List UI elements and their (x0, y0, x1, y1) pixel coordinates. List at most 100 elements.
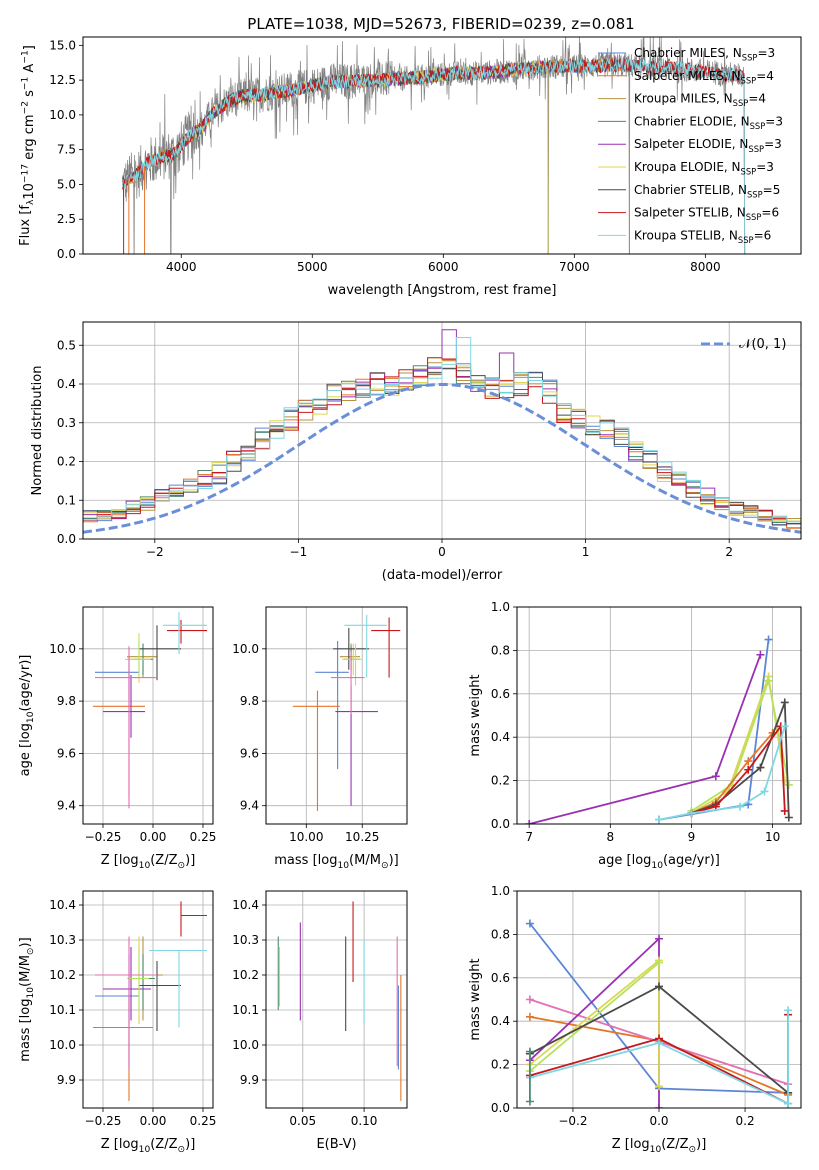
label-part: Salpeter ELODIE, N (634, 137, 748, 151)
errorbar-point (93, 996, 153, 1101)
label-part: (Z/Z (150, 853, 177, 868)
plus-marker (655, 1104, 663, 1108)
y-tick-label: 10.0 (49, 642, 76, 656)
plus-marker (784, 1006, 793, 1015)
y-tick-label: 0.0 (57, 532, 76, 546)
y-axis-label: Flux [fλ10−17 erg cm−2 s−1 A−1] (18, 45, 37, 246)
plus-marker (760, 787, 769, 796)
errorbar-point (180, 901, 207, 937)
plus-marker (655, 934, 663, 943)
y-tick-label: 10.0 (49, 1038, 76, 1052)
x-tick-label: 6000 (428, 260, 459, 274)
y-tick-label: 5.0 (57, 177, 76, 191)
x-tick-label: 0 (438, 545, 446, 559)
y-tick-label: 10.2 (232, 968, 259, 982)
panel-massweight_vs_Z: −0.2 0.0 0.2 0.0 0.2 0.4 0.6 0.8 1.0 Z [log10(Z/Z… (468, 884, 802, 1155)
y-tick-label: 0.5 (57, 338, 76, 352)
y-tick-label: 0.4 (491, 1014, 510, 1028)
y-tick-label: 10.0 (232, 1038, 259, 1052)
plus-marker (744, 765, 753, 774)
x-axis-label: E(B-V) (316, 1137, 356, 1152)
x-axis-label: wavelength [Angstrom, rest frame] (328, 283, 557, 298)
y-tick-label: 0.8 (491, 927, 510, 941)
label-part: SSP (741, 167, 757, 177)
label-part: SSP (733, 98, 749, 108)
y-tick-label: 10.0 (232, 642, 259, 656)
label-part: Salpeter MILES, N (634, 69, 741, 83)
model-spectrum-line (167, 60, 549, 254)
normal-curve (83, 382, 801, 534)
y-tick-label: 9.9 (57, 1073, 76, 1087)
y-tick-label: 9.8 (57, 694, 76, 708)
errorbar-point (335, 685, 378, 806)
x-tick-label: 7000 (559, 260, 590, 274)
x-tick-label: 4000 (166, 260, 197, 274)
label-part: 10 (650, 1145, 662, 1155)
legend-label: Kroupa MILES, NSSP=4 (634, 92, 766, 109)
label-part: 10 (26, 711, 36, 723)
y-tick-label: 9.4 (57, 799, 76, 813)
label-part: =6 (761, 206, 779, 220)
label-part: Kroupa MILES, N (634, 92, 733, 106)
x-tick-label: −0.2 (558, 1114, 587, 1128)
label-part: ⊙ (178, 861, 186, 871)
label-part: (age/yr)] (18, 655, 33, 712)
y-tick-label: 10.1 (49, 1003, 76, 1017)
panel-spectrum: 4000 5000 6000 7000 8000 0.0 2.5 5.0 7.5 10.0 12.5… (18, 36, 802, 298)
histogram-step (83, 357, 801, 524)
x-tick-label: 10.00 (289, 830, 323, 844)
y-tick-label: 7.5 (57, 143, 76, 157)
x-axis-label: Z [log10(Z/Z⊙)] (612, 1137, 707, 1155)
x-axis-label: age [log10(age/yr)] (598, 853, 720, 871)
y-tick-label: 0.8 (491, 643, 510, 657)
y-tick-label: 0.2 (491, 774, 510, 788)
label-part: 10 (26, 987, 36, 999)
x-axis-label: mass [log10(M/M⊙)] (274, 853, 398, 871)
label-part: SSP (750, 121, 766, 131)
errorbar-point (371, 617, 401, 678)
model-spectrum-line (167, 60, 549, 254)
y-tick-label: 12.5 (49, 73, 76, 87)
model-spectrum-line (121, 57, 746, 254)
label-part: λ (26, 199, 36, 205)
y-tick-label: 10.0 (49, 108, 76, 122)
y-tick-label: 9.6 (240, 746, 259, 760)
plus-marker (736, 802, 745, 811)
y-axis-label: age [log10(age/yr)] (18, 655, 36, 777)
plus-marker (525, 1012, 534, 1021)
y-tick-label: 15.0 (49, 38, 76, 52)
label-part: −1 (21, 77, 31, 90)
plus-marker (756, 650, 765, 659)
x-tick-label: 0.2 (736, 1114, 755, 1128)
errorbar-point (344, 614, 387, 678)
plus-marker (525, 1047, 534, 1056)
label-part: Salpeter STELIB, N (634, 206, 746, 220)
errorbar-point (139, 961, 181, 1031)
label-part: (Z/Z (150, 1137, 177, 1152)
plus-marker (525, 919, 534, 928)
legend-label: Chabrier ELODIE, NSSP=3 (634, 114, 783, 131)
plus-marker (655, 958, 663, 967)
y-tick-label: 10.3 (232, 933, 259, 947)
plus-marker (780, 806, 789, 815)
label-part: Flux [f (18, 205, 33, 246)
mass-weight-line (691, 677, 790, 812)
plus-marker (655, 1038, 663, 1047)
y-tick-label: 0.6 (491, 971, 510, 985)
mass-weight-line (529, 1010, 789, 1106)
legend-label: Kroupa STELIB, NSSP=6 (634, 228, 771, 245)
y-tick-label: 0.1 (57, 493, 76, 507)
plus-marker (784, 780, 793, 789)
errorbar-point (149, 949, 207, 1028)
plot-area (525, 635, 793, 824)
label-part: 10 (22, 183, 37, 200)
legend-label: Chabrier STELIB, NSSP=5 (634, 183, 780, 200)
mass-weight-line (691, 732, 774, 814)
errorbar-point (127, 633, 149, 675)
errorbar-point (103, 947, 151, 1021)
x-tick-label: 10.25 (345, 830, 379, 844)
errorbar-point (127, 947, 149, 1010)
